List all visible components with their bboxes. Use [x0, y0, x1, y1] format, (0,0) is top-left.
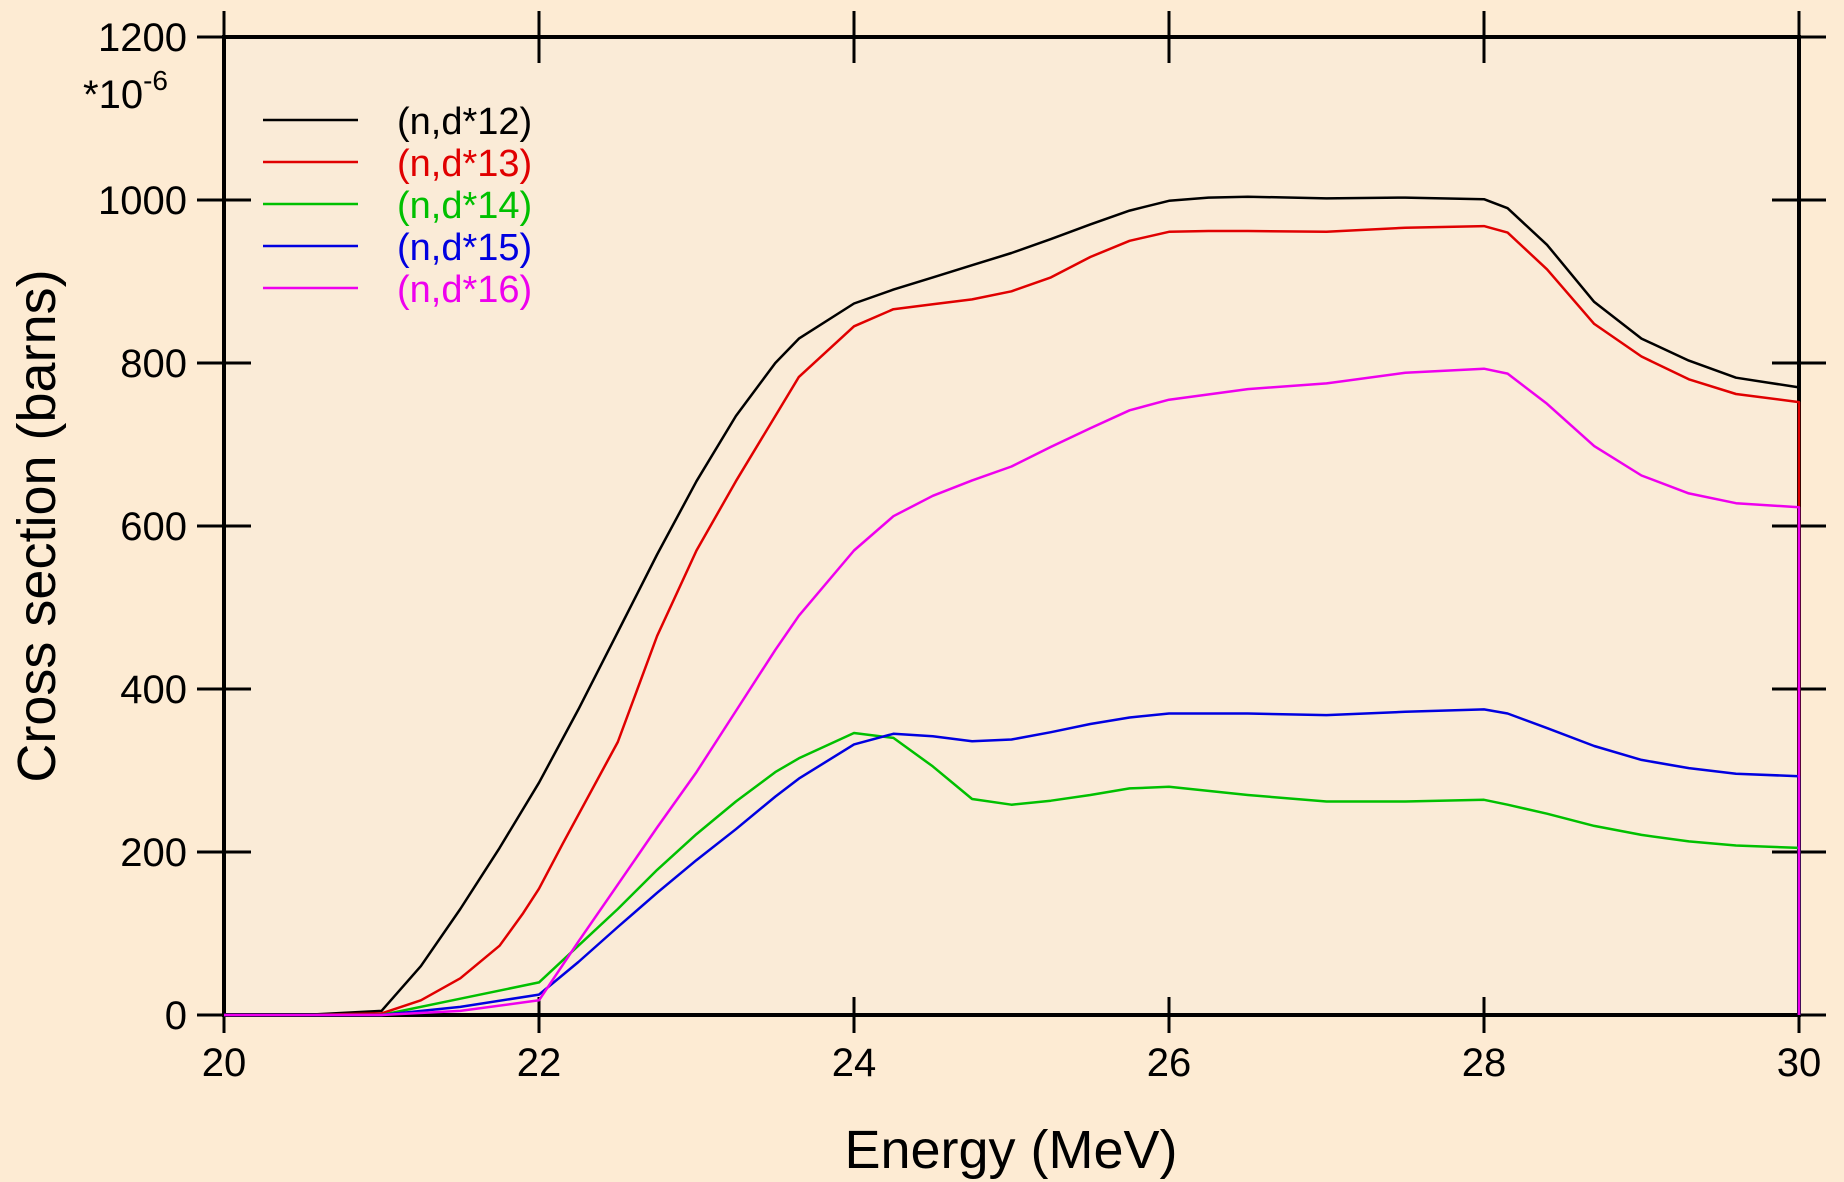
legend-label: (n,d*14) [397, 185, 532, 227]
legend-label: (n,d*12) [397, 101, 532, 143]
x-tick-label: 30 [1777, 1041, 1822, 1085]
series-line [224, 224, 1801, 1017]
x-axis-ticks: 20 22 24 26 28 30 [202, 11, 1822, 1085]
y-axis-multiplier: *10-6 [83, 65, 168, 117]
x-axis-label: Energy (MeV) [844, 1120, 1177, 1180]
y-tick-label: 800 [120, 342, 187, 386]
y-tick-label: 600 [120, 505, 187, 549]
x-tick-label: 22 [517, 1041, 562, 1085]
y-axis-label: Cross section (barns) [7, 269, 67, 782]
legend: (n,d*12)(n,d*13)(n,d*14)(n,d*15)(n,d*16) [263, 101, 532, 311]
legend-label: (n,d*15) [397, 227, 532, 269]
plot-area [222, 35, 1801, 1017]
y-axis-multiplier-exponent: -6 [143, 65, 168, 96]
y-axis-multiplier-base: *10 [83, 73, 143, 117]
y-tick-label: 200 [120, 831, 187, 875]
series-line [224, 708, 1801, 1017]
x-tick-label: 20 [202, 1041, 247, 1085]
series-line [224, 367, 1801, 1017]
y-tick-label: 400 [120, 668, 187, 712]
y-tick-label: 0 [165, 994, 187, 1038]
x-tick-label: 28 [1462, 1041, 1507, 1085]
y-tick-label: 1000 [98, 179, 187, 223]
legend-label: (n,d*13) [397, 143, 532, 185]
legend-label: (n,d*16) [397, 269, 532, 311]
y-tick-label: 1200 [98, 16, 187, 60]
series-line [224, 731, 1801, 1017]
x-tick-label: 26 [1147, 1041, 1192, 1085]
x-tick-label: 24 [832, 1041, 877, 1085]
series-line [224, 195, 1801, 1017]
series-lines [224, 195, 1801, 1017]
